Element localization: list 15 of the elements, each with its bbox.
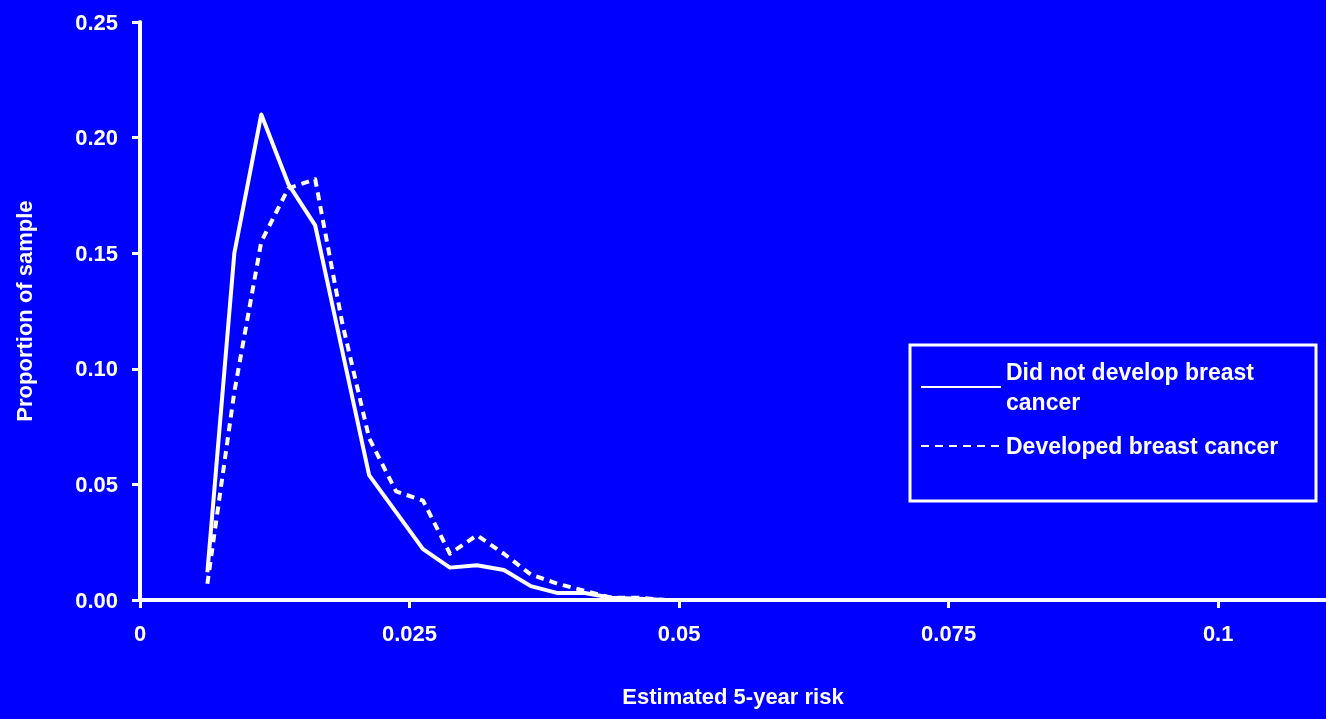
x-tick-label: 0.075 xyxy=(921,620,977,646)
x-tick-label: 0.025 xyxy=(382,620,438,646)
y-tick-label: 0.20 xyxy=(75,125,118,151)
x-tick-label: 0 xyxy=(133,620,147,646)
y-tick-label: 0.05 xyxy=(75,471,118,497)
x-tick-label: 0.1 xyxy=(1202,620,1234,646)
x-tick-label: 0.05 xyxy=(657,620,701,646)
legend-label: Developed breast cancer xyxy=(1006,433,1279,459)
legend-label: Did not develop breast cancer xyxy=(1006,359,1261,415)
y-tick-label: 0.25 xyxy=(75,9,118,35)
y-tick-label: 0.15 xyxy=(75,240,118,266)
y-tick-label: 0.10 xyxy=(75,356,118,382)
x-axis-title: Estimated 5-year risk xyxy=(622,683,845,709)
y-axis-title: Proportion of sample xyxy=(11,200,37,422)
y-tick-label: 0.00 xyxy=(75,587,118,613)
